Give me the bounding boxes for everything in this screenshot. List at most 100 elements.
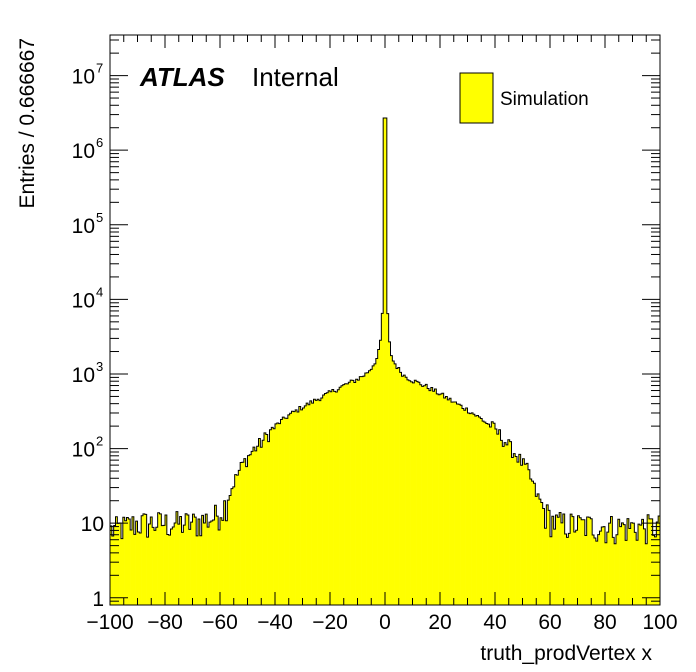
histogram-bin (157, 512, 160, 605)
histogram-bin (291, 411, 294, 605)
histogram-bin (658, 516, 661, 605)
histogram-bin (544, 528, 547, 605)
histogram-bin (429, 390, 432, 605)
histogram-bin (383, 118, 386, 605)
histogram-bin (273, 428, 276, 605)
histogram-bin (381, 313, 384, 605)
histogram-bin (324, 393, 327, 605)
histogram-bin (337, 389, 340, 605)
histogram-bin (482, 421, 485, 605)
histogram-bin (328, 390, 331, 605)
histogram-bin (634, 532, 637, 605)
histogram-bin (460, 405, 463, 605)
histogram-bin (333, 391, 336, 605)
y-tick-label: 1 (92, 588, 104, 611)
histogram-bin (135, 521, 138, 605)
histogram-bin (284, 418, 287, 605)
histogram-bin (412, 382, 415, 605)
histogram-bin (375, 358, 378, 605)
histogram-bin (300, 409, 303, 605)
histogram-bin (155, 527, 158, 605)
histogram-bin (562, 514, 565, 605)
y-tick-exponent: 6 (96, 135, 103, 150)
histogram-bin (476, 415, 479, 605)
histogram-bin (249, 454, 252, 605)
histogram-bin (352, 380, 355, 605)
histogram-bin (440, 394, 443, 605)
histogram-bin (377, 349, 380, 605)
histogram-bin (586, 516, 589, 605)
histogram-outline (110, 117, 660, 545)
histogram-bin (456, 404, 459, 605)
y-tick-exponent: 5 (96, 210, 103, 225)
histogram-bin (496, 434, 499, 605)
histogram-bin (348, 382, 351, 605)
histogram-bin (251, 451, 254, 605)
histogram-bin (480, 418, 483, 605)
histogram-bin (170, 528, 173, 605)
histogram-bin (315, 400, 318, 605)
histogram-bin (498, 429, 501, 605)
histogram-bin (379, 340, 382, 605)
histogram-bin (174, 523, 177, 605)
histogram-bin (583, 519, 586, 605)
histogram-bin (353, 382, 356, 605)
histogram-bin (346, 383, 349, 605)
histogram-bin (227, 500, 230, 605)
histogram-bin (163, 525, 166, 605)
histogram-bin (500, 440, 503, 605)
histogram-bin (535, 496, 538, 605)
histogram-bin (581, 519, 584, 605)
histogram-bin (335, 392, 338, 605)
x-tick-label: −40 (257, 611, 293, 634)
x-tick-label: −100 (86, 611, 133, 634)
histogram-bin (181, 532, 184, 605)
histogram-bin (425, 384, 428, 605)
histogram-bin (434, 389, 437, 605)
histogram-bin (254, 450, 257, 605)
histogram-bin (623, 524, 626, 605)
histogram-bin (641, 519, 644, 605)
histogram-bin (361, 376, 364, 605)
histogram-bin (309, 400, 312, 605)
histogram-bin (601, 527, 604, 605)
histogram-bin (619, 526, 622, 605)
histogram-bin (528, 469, 531, 605)
histogram-bin (152, 527, 155, 605)
histogram-bin (502, 446, 505, 605)
histogram-bin (612, 537, 615, 605)
histogram-bin (436, 393, 439, 605)
histogram-bin (638, 524, 641, 605)
histogram-bin (265, 434, 268, 605)
histogram-bin (542, 508, 545, 605)
histogram-bin (599, 531, 602, 605)
histogram-bin (610, 516, 613, 605)
histogram-bin (194, 517, 197, 605)
histogram-bin (430, 387, 433, 605)
histogram-bin (465, 408, 468, 605)
histogram-bin (559, 512, 562, 605)
x-tick-label: 0 (379, 611, 391, 634)
histogram-bin (566, 537, 569, 605)
histogram-bin (408, 380, 411, 605)
x-axis-title: truth_prodVertex x (480, 642, 652, 665)
histogram-bin (247, 455, 250, 605)
histogram-bin (223, 500, 226, 605)
histogram-bin (302, 407, 305, 605)
y-axis-title: Entries / 0.666667 (16, 38, 39, 208)
histogram-bin (201, 515, 204, 605)
histogram-bin (262, 440, 265, 605)
histogram-bin (298, 406, 301, 605)
histogram-bin (253, 447, 256, 605)
histogram-bin (445, 396, 448, 605)
histogram-bin (110, 525, 113, 605)
x-tick-label: 60 (538, 611, 561, 634)
histogram-bin (617, 519, 620, 605)
histogram-bin (656, 521, 659, 605)
histogram-bin (245, 466, 248, 605)
histogram-bin (364, 373, 367, 605)
histogram-bin (392, 360, 395, 605)
x-tick-label: 100 (642, 611, 677, 634)
histogram-bin (368, 370, 371, 605)
